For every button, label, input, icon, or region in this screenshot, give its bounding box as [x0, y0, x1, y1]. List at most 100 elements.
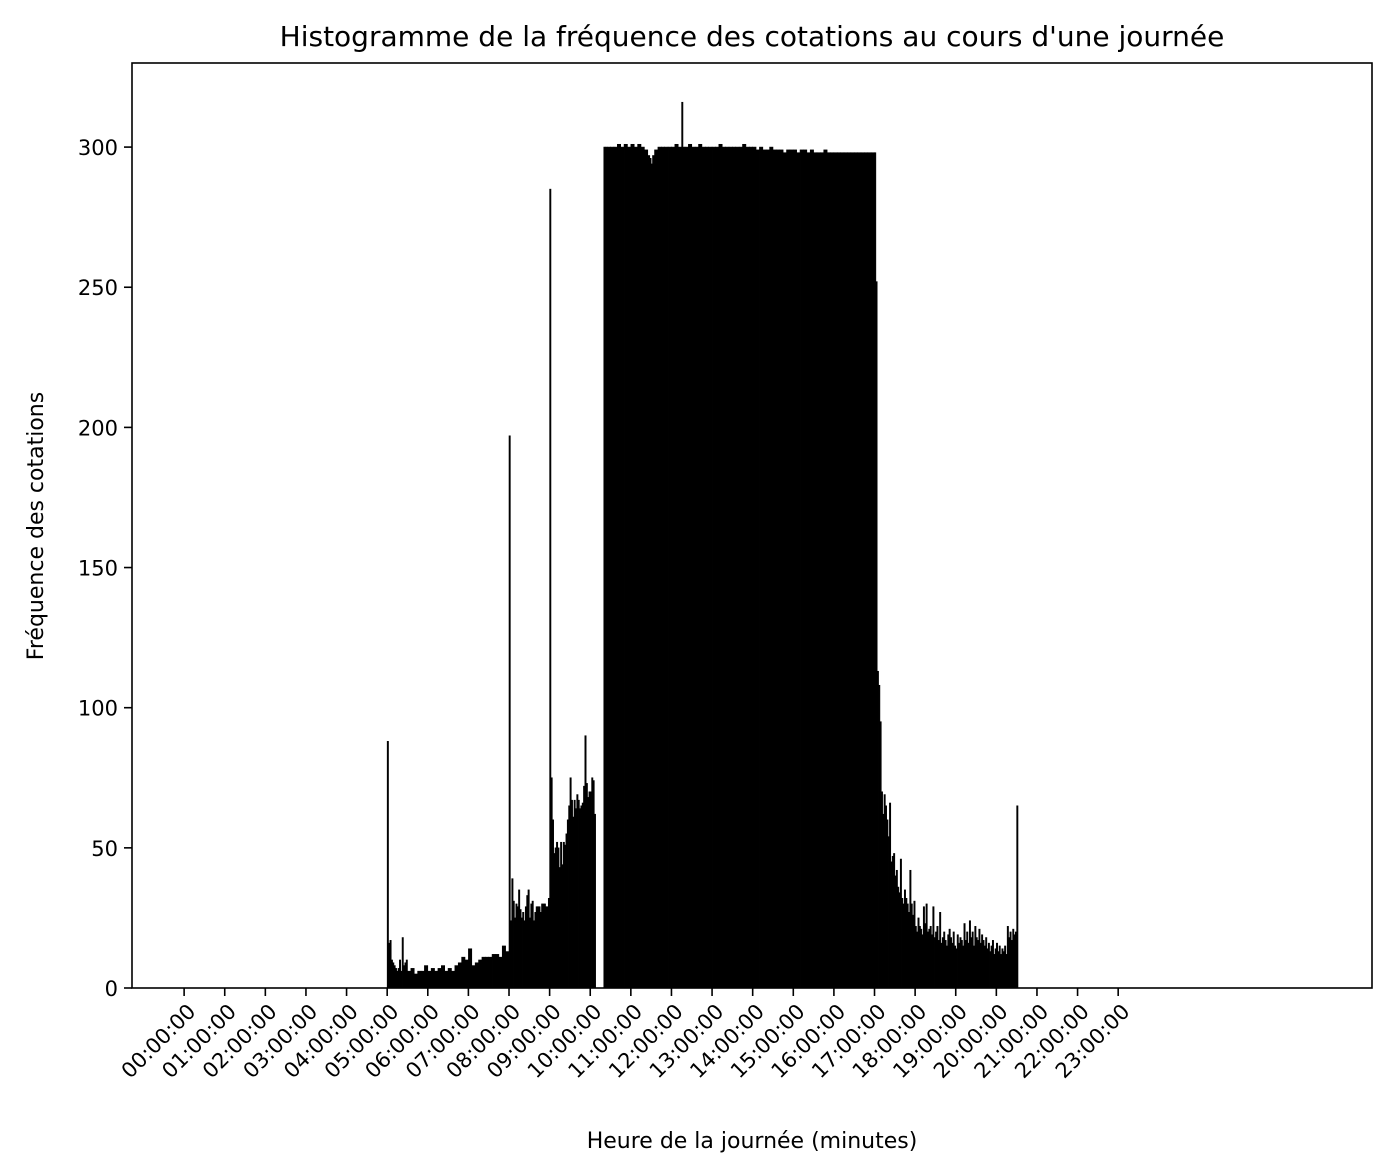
- histogram-bar: [742, 143, 747, 989]
- histogram-bar: [410, 968, 415, 989]
- histogram-bar: [417, 970, 422, 989]
- histogram-bar: [671, 146, 676, 989]
- histogram-bar: [660, 146, 665, 989]
- histogram-bar: [468, 948, 473, 989]
- histogram-bar: [708, 146, 713, 989]
- histogram-bar: [457, 962, 462, 989]
- histogram-bar: [454, 965, 459, 989]
- histogram-bar: [606, 146, 611, 989]
- histogram-bar: [803, 149, 808, 989]
- histogram-bar: [623, 143, 628, 989]
- histogram-bar: [779, 149, 784, 989]
- histogram-bar: [786, 149, 791, 989]
- y-tick-label: 0: [105, 977, 118, 1001]
- histogram-bar: [441, 965, 446, 989]
- histogram-bar: [437, 968, 442, 989]
- histogram-bar: [759, 146, 764, 989]
- x-axis-label: Heure de la journée (minutes): [587, 1129, 918, 1154]
- histogram-bar: [694, 146, 699, 989]
- histogram-bar: [738, 146, 743, 989]
- histogram-bar: [488, 956, 493, 989]
- histogram-bar: [806, 152, 811, 989]
- histogram-bar: [867, 152, 872, 989]
- histogram-bar: [427, 970, 432, 989]
- histogram-bar: [654, 149, 659, 989]
- histogram-bar: [765, 149, 770, 989]
- histogram-bar: [478, 959, 483, 989]
- histogram-bar: [725, 146, 730, 989]
- histogram-bar: [691, 146, 696, 989]
- histogram-bar: [498, 956, 503, 989]
- histogram-bar: [864, 152, 869, 989]
- histogram-bar: [823, 149, 828, 989]
- histogram-bar: [464, 959, 469, 989]
- histogram-bar: [847, 152, 852, 989]
- histogram-bar: [682, 146, 686, 989]
- histogram-bar: [772, 149, 777, 989]
- histogram-bar: [836, 152, 841, 989]
- y-tick-label: 200: [78, 416, 118, 440]
- histogram-bar: [657, 146, 662, 989]
- y-axis-label: Fréquence des cotations: [24, 392, 49, 660]
- histogram-bar: [728, 146, 733, 989]
- histogram-bar: [735, 146, 740, 989]
- histogram-bar: [617, 143, 621, 989]
- histogram-bar: [860, 152, 865, 989]
- histogram-bar: [840, 152, 845, 989]
- histogram-bar: [667, 146, 672, 989]
- y-tick-label: 150: [78, 557, 118, 581]
- histogram-bar: [684, 146, 689, 989]
- histogram-bar: [870, 152, 875, 989]
- histogram-bar: [732, 146, 737, 989]
- histogram-bar: [640, 146, 645, 989]
- histogram-bar: [762, 149, 767, 989]
- histogram-bar: [505, 951, 510, 989]
- histogram-bar: [508, 435, 511, 989]
- histogram-bar: [471, 965, 476, 989]
- histogram-bar: [853, 152, 858, 989]
- histogram-bar: [830, 152, 835, 989]
- histogram-bar: [491, 954, 496, 989]
- histogram-bar: [850, 152, 855, 989]
- histogram-bar: [816, 152, 821, 989]
- histogram-bar: [718, 143, 723, 989]
- histogram-bar: [833, 152, 838, 989]
- plot-frame: [131, 62, 1373, 989]
- histogram-bar: [485, 956, 490, 989]
- histogram-bar: [633, 146, 638, 989]
- histogram-bar: [792, 149, 797, 989]
- histogram-bar: [782, 152, 787, 989]
- histogram-bar: [461, 956, 466, 989]
- histogram-bar: [434, 970, 439, 989]
- y-tick-label: 300: [78, 136, 118, 160]
- histogram-bar: [424, 965, 429, 989]
- histogram-bar: [604, 146, 608, 989]
- histogram-bar: [809, 149, 814, 989]
- histogram-bar: [481, 956, 486, 989]
- histogram-bar: [715, 146, 720, 989]
- histogram-bar: [413, 973, 418, 989]
- chart-title: Histogramme de la fréquence des cotation…: [280, 20, 1225, 53]
- histogram-bar: [644, 149, 649, 989]
- histogram-bar: [701, 146, 706, 989]
- histogram-bar: [677, 146, 682, 989]
- histogram-bar: [501, 945, 506, 989]
- histogram-bar: [698, 143, 703, 989]
- histogram-bar: [826, 152, 831, 989]
- histogram-bar: [430, 968, 435, 989]
- histogram-bar: [813, 152, 818, 989]
- histogram-bar: [627, 146, 632, 989]
- histogram-bar: [752, 146, 757, 989]
- histogram-bar: [711, 146, 716, 989]
- histogram-bar: [674, 143, 679, 989]
- histogram-bar: [593, 813, 596, 989]
- histogram-bar: [652, 155, 655, 989]
- y-tick-label: 50: [91, 837, 118, 861]
- histogram-bar: [755, 149, 760, 989]
- histogram-bar: [420, 970, 425, 989]
- histogram-bar: [789, 149, 794, 989]
- histogram-bar: [769, 146, 774, 989]
- histogram-bar: [748, 146, 753, 989]
